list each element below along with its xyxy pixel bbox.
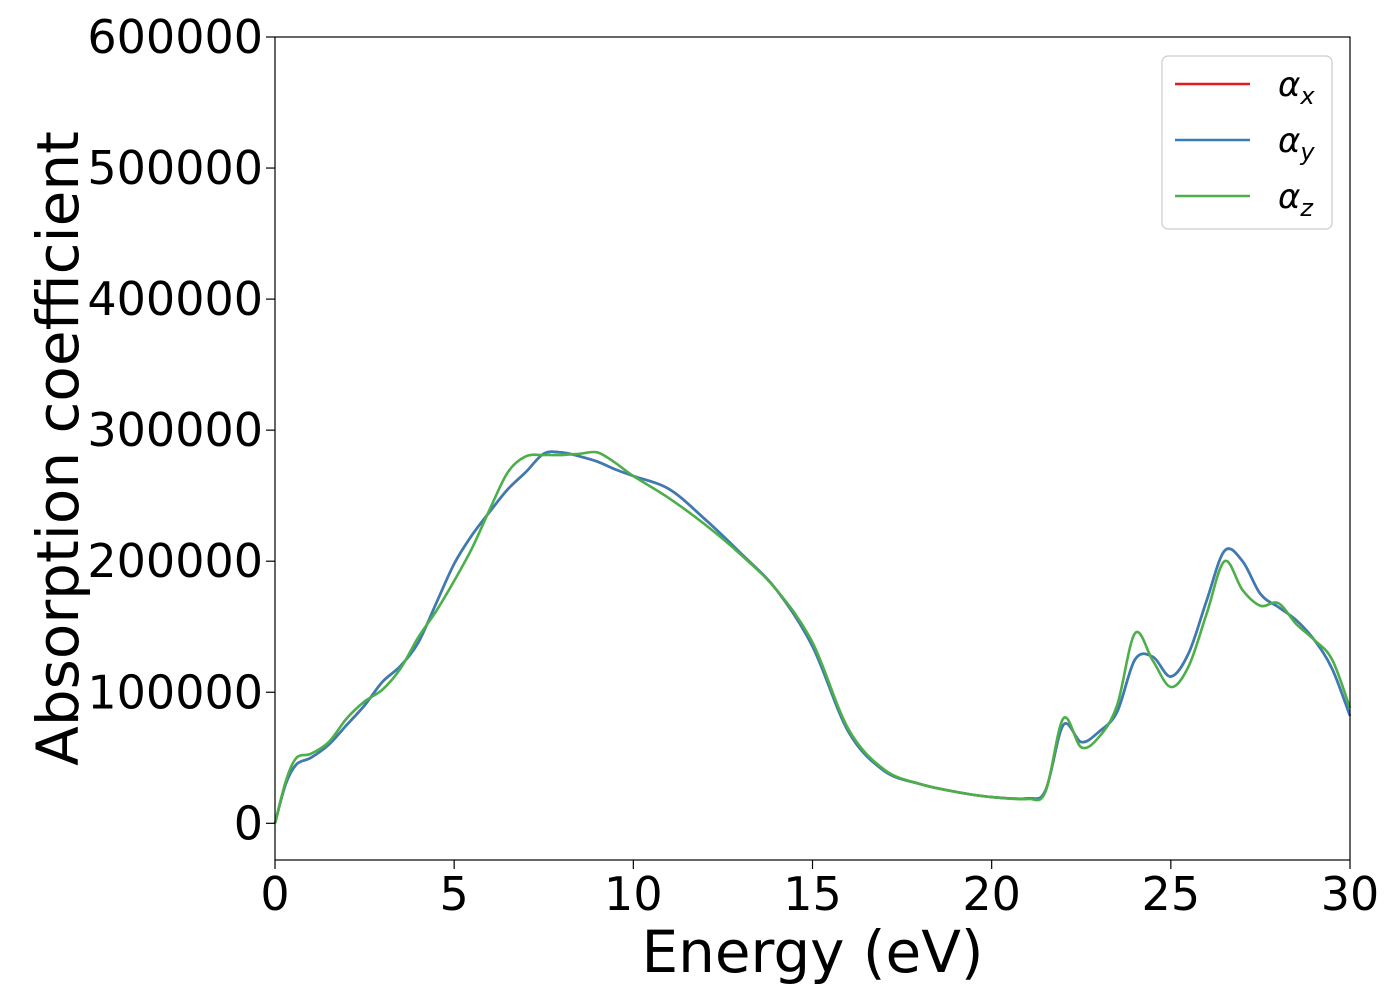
legend-entry-x: αx: [1278, 65, 1315, 110]
y-tick-label: 600000: [87, 10, 263, 64]
x-tick-label: 0: [260, 867, 289, 921]
y-tick-label: 500000: [87, 141, 263, 195]
y-tick-label: 300000: [87, 403, 263, 457]
series-line-x: [273, 450, 1352, 824]
x-tick-label: 5: [440, 867, 469, 921]
y-tick-label: 100000: [87, 665, 263, 719]
x-tick-label: 15: [783, 867, 842, 921]
legend: αx αy αz: [1161, 55, 1333, 230]
legend-entry-z: αz: [1278, 177, 1314, 222]
y-axis-label: Absorption coefficient: [24, 131, 92, 766]
x-tick-label: 10: [604, 867, 663, 921]
series-line-y: [273, 450, 1352, 824]
legend-box: [1161, 55, 1333, 230]
x-tick-label: 30: [1321, 867, 1380, 921]
x-tick-label: 20: [962, 867, 1021, 921]
x-axis-label: Energy (eV): [641, 918, 983, 986]
x-axis-ticks: 0 5 10 15 20 25 30: [260, 860, 1379, 921]
y-tick-label: 400000: [87, 272, 263, 326]
x-tick-label: 25: [1142, 867, 1201, 921]
legend-entry-y: αy: [1278, 121, 1315, 166]
series-layer: [273, 450, 1352, 824]
y-axis-ticks: 0 100000 200000 300000 400000 500000 600000: [87, 10, 275, 850]
y-tick-label: 0: [234, 796, 263, 850]
y-tick-label: 200000: [87, 534, 263, 588]
series-line-z: [273, 450, 1352, 824]
